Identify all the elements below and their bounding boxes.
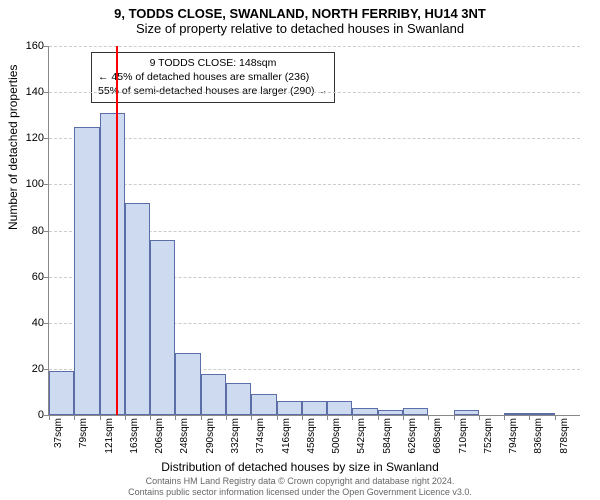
xtick-mark [479, 415, 480, 420]
histogram-bar [454, 410, 479, 415]
ytick-mark [44, 92, 49, 93]
callout-line1: 9 TODDS CLOSE: 148sqm [98, 56, 328, 70]
histogram-bar [277, 401, 302, 415]
marker-line [116, 46, 118, 415]
xtick-mark [378, 415, 379, 420]
histogram-bar [302, 401, 327, 415]
histogram-bar [175, 353, 200, 415]
ytick-label: 80 [14, 225, 44, 237]
histogram-bar [529, 413, 554, 415]
gridline [49, 92, 580, 93]
xtick-mark [201, 415, 202, 420]
ytick-mark [44, 46, 49, 47]
histogram-bar [49, 371, 74, 415]
ytick-label: 20 [14, 363, 44, 375]
ytick-mark [44, 184, 49, 185]
histogram-bar [226, 383, 251, 415]
xtick-mark [100, 415, 101, 420]
histogram-bar [74, 127, 99, 415]
xtick-mark [74, 415, 75, 420]
callout-line2: ← 45% of detached houses are smaller (23… [98, 70, 328, 84]
ytick-label: 160 [14, 40, 44, 52]
xtick-mark [327, 415, 328, 420]
xtick-mark [504, 415, 505, 420]
ytick-mark [44, 138, 49, 139]
chart-title: 9, TODDS CLOSE, SWANLAND, NORTH FERRIBY,… [0, 0, 600, 21]
gridline [49, 184, 580, 185]
xtick-mark [251, 415, 252, 420]
ytick-label: 0 [14, 409, 44, 421]
xtick-mark [125, 415, 126, 420]
xtick-mark [150, 415, 151, 420]
ytick-label: 120 [14, 132, 44, 144]
ytick-mark [44, 231, 49, 232]
histogram-bar [327, 401, 352, 415]
ytick-label: 60 [14, 271, 44, 283]
histogram-bar [125, 203, 150, 415]
ytick-mark [44, 277, 49, 278]
xtick-mark [529, 415, 530, 420]
histogram-bar [352, 408, 377, 415]
ytick-label: 100 [14, 178, 44, 190]
gridline [49, 138, 580, 139]
ytick-mark [44, 369, 49, 370]
histogram-bar [504, 413, 529, 415]
histogram-bar [251, 394, 276, 415]
xtick-mark [49, 415, 50, 420]
xtick-mark [428, 415, 429, 420]
x-axis-label: Distribution of detached houses by size … [0, 460, 600, 474]
chart-container: 9, TODDS CLOSE, SWANLAND, NORTH FERRIBY,… [0, 0, 600, 500]
xtick-mark [226, 415, 227, 420]
xtick-mark [175, 415, 176, 420]
footer-line2: Contains public sector information licen… [0, 487, 600, 498]
ytick-label: 140 [14, 86, 44, 98]
chart-subtitle: Size of property relative to detached ho… [0, 21, 600, 38]
xtick-mark [277, 415, 278, 420]
ytick-label: 40 [14, 317, 44, 329]
xtick-mark [352, 415, 353, 420]
xtick-mark [403, 415, 404, 420]
histogram-bar [100, 113, 125, 415]
plot-wrapper: 9 TODDS CLOSE: 148sqm ← 45% of detached … [48, 46, 580, 416]
histogram-bar [150, 240, 175, 415]
ytick-mark [44, 323, 49, 324]
histogram-bar [403, 408, 428, 415]
footer-line1: Contains HM Land Registry data © Crown c… [0, 476, 600, 487]
xtick-mark [302, 415, 303, 420]
footer: Contains HM Land Registry data © Crown c… [0, 476, 600, 498]
histogram-bar [201, 374, 226, 416]
gridline [49, 46, 580, 47]
plot-area: 9 TODDS CLOSE: 148sqm ← 45% of detached … [48, 46, 580, 416]
xtick-mark [555, 415, 556, 420]
xtick-mark [454, 415, 455, 420]
callout-box: 9 TODDS CLOSE: 148sqm ← 45% of detached … [91, 52, 335, 103]
histogram-bar [378, 410, 403, 415]
